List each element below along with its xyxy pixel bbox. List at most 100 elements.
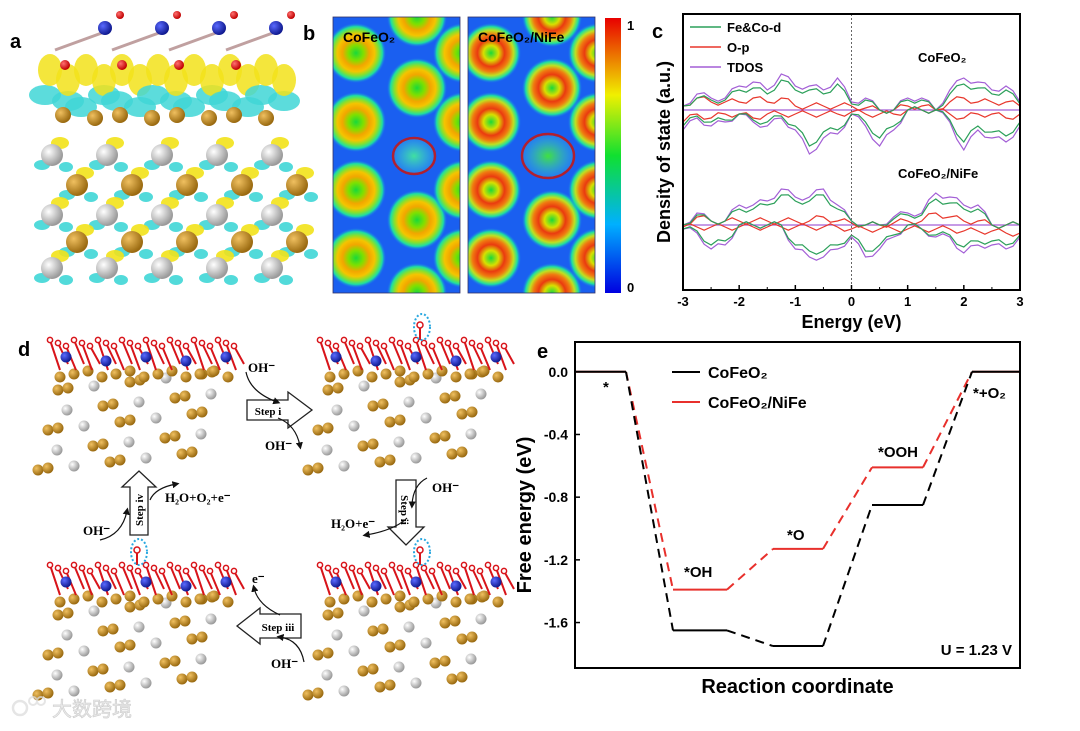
o-atom <box>118 561 126 569</box>
o-atom <box>174 339 182 347</box>
ni-atom <box>140 677 152 689</box>
isosurface-cyan <box>169 275 183 285</box>
fe-atom <box>52 647 64 659</box>
elf-ring <box>387 17 447 47</box>
fe-atom <box>456 671 468 683</box>
system-label-cofeo2: CoFeO₂ <box>918 50 967 65</box>
ni-atom <box>41 144 63 166</box>
ni-atom <box>61 629 73 641</box>
ni-atom <box>206 204 228 226</box>
fe-atom <box>169 655 181 667</box>
elf-ring <box>333 23 386 83</box>
transition-line-cofeo2-nife <box>625 371 674 590</box>
transition-line-cofeo2-nife <box>726 548 774 591</box>
fe-atom <box>332 607 344 619</box>
ni-atom <box>41 204 63 226</box>
elf-ring <box>468 92 521 152</box>
o-atom <box>60 60 70 70</box>
co-atom <box>100 580 112 592</box>
fe-atom <box>286 231 308 253</box>
ni-atom <box>68 460 80 472</box>
bond <box>375 567 387 590</box>
fe-atom <box>176 448 188 460</box>
bond <box>423 567 435 590</box>
bond <box>399 567 411 596</box>
isosurface-cyan <box>224 275 238 285</box>
ni-atom <box>51 444 63 456</box>
fe-atom <box>169 617 181 629</box>
fe-atom <box>32 464 44 476</box>
elf-map-cofeo2 <box>333 17 460 293</box>
isosurface-cyan <box>279 162 293 172</box>
fe-atom <box>107 623 119 635</box>
o-atom <box>316 336 324 344</box>
bond <box>121 339 133 365</box>
fe-atom <box>312 462 324 474</box>
fe-atom <box>97 400 109 412</box>
fe-atom <box>179 390 191 402</box>
o-atom <box>364 561 372 569</box>
bond <box>471 567 483 590</box>
fe-atom <box>367 663 379 675</box>
fe-atom <box>121 174 143 196</box>
ni-atom <box>151 144 173 166</box>
o-atom <box>54 339 62 347</box>
o-atom <box>420 564 428 572</box>
fe-atom <box>367 438 379 450</box>
o-atom <box>372 564 380 572</box>
bond <box>73 339 85 365</box>
fe-atom <box>201 110 217 126</box>
fe-atom <box>302 689 314 701</box>
co-atom <box>269 21 283 35</box>
bond <box>479 570 491 596</box>
o-atom <box>436 336 444 344</box>
o-atom <box>388 561 396 569</box>
x-tick-label: -1 <box>790 294 802 309</box>
o-atom <box>70 561 78 569</box>
bond <box>209 345 221 371</box>
transition-line-cofeo2 <box>922 371 973 506</box>
fe-atom <box>54 371 66 383</box>
ni-atom <box>150 412 162 424</box>
fe-atom <box>357 665 369 677</box>
map-border <box>332 16 461 294</box>
o-atom <box>182 342 190 350</box>
bond <box>359 570 371 590</box>
fe-atom <box>96 596 108 608</box>
o-atom <box>340 336 348 344</box>
x-tick-label: -2 <box>733 294 745 309</box>
fe-atom <box>52 609 64 621</box>
fe-atom <box>450 596 462 608</box>
isosurface-cyan <box>249 192 263 202</box>
elf-ring <box>387 58 447 118</box>
isosurface-cyan <box>139 249 153 259</box>
fe-atom <box>322 609 334 621</box>
o-atom <box>230 567 238 575</box>
ni-atom <box>150 637 162 649</box>
isosurface-cyan <box>194 192 208 202</box>
fe-atom <box>366 596 378 608</box>
fe-atom <box>380 368 392 380</box>
isosurface-cyan <box>268 91 300 111</box>
colorbar <box>605 18 621 293</box>
step-iv-label: Step iv <box>134 493 146 526</box>
legend-label: CoFeO₂ <box>708 365 768 382</box>
o-atom <box>78 564 86 572</box>
fe-atom <box>166 365 178 377</box>
bond <box>81 342 93 371</box>
elf-ring <box>433 160 460 220</box>
o-atom <box>158 567 166 575</box>
isosurface-yellow <box>92 64 116 96</box>
bond <box>431 570 443 596</box>
co-atom <box>60 576 72 588</box>
isosurface-yellow <box>56 64 80 96</box>
watermark-text: 大数跨境 <box>52 698 132 721</box>
fe-atom <box>464 368 476 380</box>
o-atom <box>492 339 500 347</box>
elf-ring <box>433 228 460 288</box>
bond <box>153 567 165 590</box>
bond <box>193 339 205 371</box>
o-atom <box>444 564 452 572</box>
isosurface-cyan <box>84 249 98 259</box>
ni-atom <box>331 404 343 416</box>
